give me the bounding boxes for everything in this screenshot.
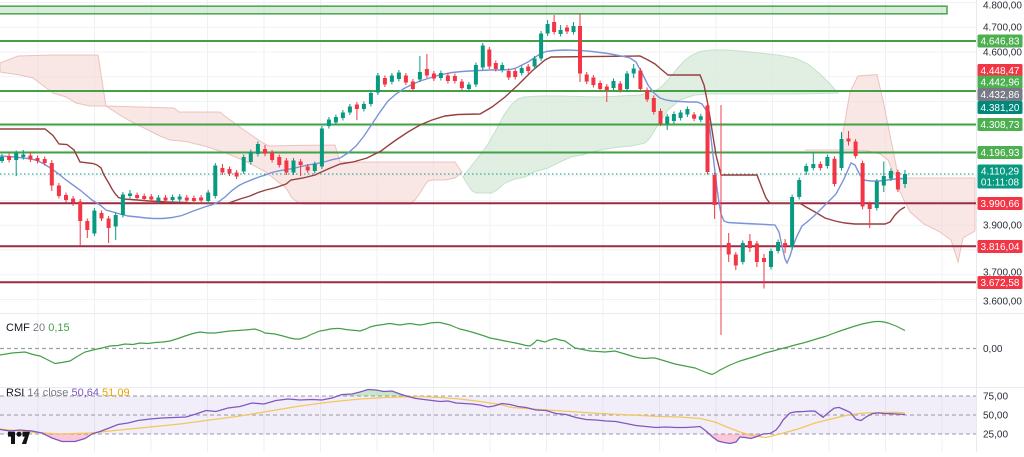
svg-text:01:11:08: 01:11:08	[981, 178, 1020, 189]
svg-text:4.600,00: 4.600,00	[983, 48, 1022, 59]
svg-text:4.110,29: 4.110,29	[981, 167, 1020, 178]
svg-text:4.381,20: 4.381,20	[981, 103, 1020, 114]
svg-text:4.646,83: 4.646,83	[981, 37, 1020, 48]
svg-text:3.900,00: 3.900,00	[983, 221, 1022, 232]
svg-text:3.600,00: 3.600,00	[983, 297, 1022, 308]
svg-text:RSI 14 close 50,64 51,09: RSI 14 close 50,64 51,09	[6, 387, 130, 399]
svg-text:4.196,93: 4.196,93	[981, 148, 1020, 159]
svg-text:50,00: 50,00	[983, 411, 1008, 422]
svg-text:3.990,66: 3.990,66	[981, 199, 1020, 210]
svg-text:3.700,00: 3.700,00	[983, 268, 1022, 279]
svg-text:4.700,00: 4.700,00	[983, 23, 1022, 34]
svg-text:25,00: 25,00	[983, 430, 1008, 441]
svg-text:4.442,96: 4.442,96	[981, 78, 1020, 89]
svg-text:4.448,47: 4.448,47	[981, 66, 1020, 77]
svg-text:3.672,58: 3.672,58	[981, 278, 1020, 289]
svg-text:0,00: 0,00	[983, 344, 1003, 355]
svg-text:4.800,00: 4.800,00	[983, 1, 1022, 12]
svg-text:4.432,86: 4.432,86	[981, 90, 1020, 101]
svg-text:75,00: 75,00	[983, 392, 1008, 403]
svg-text:4.308,73: 4.308,73	[981, 120, 1020, 131]
svg-text:CMF 20 0,15: CMF 20 0,15	[6, 322, 70, 334]
svg-text:3.816,04: 3.816,04	[981, 242, 1020, 253]
